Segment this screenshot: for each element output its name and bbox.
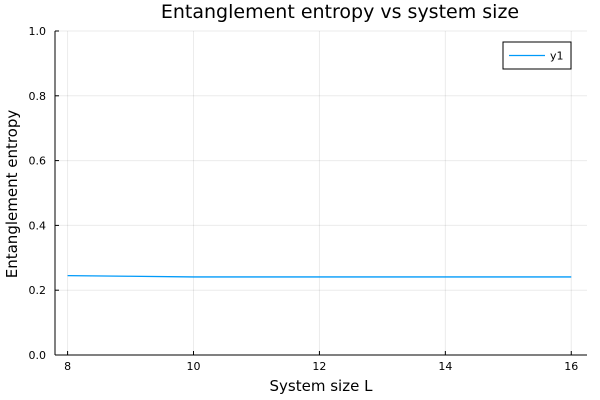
x-axis-label: System size L	[270, 377, 374, 395]
legend: y1	[502, 41, 572, 70]
axes	[54, 31, 587, 356]
y-tick-label: 0.6	[29, 155, 47, 168]
chart-title: Entanglement entropy vs system size	[161, 1, 519, 23]
grid	[55, 30, 587, 356]
y-tick-label: 0.8	[29, 90, 47, 103]
x-tick-label: 14	[438, 360, 452, 373]
x-tick-label: 10	[187, 360, 201, 373]
y-tick-label: 0.2	[29, 284, 47, 297]
legend-label-y1: y1	[550, 50, 564, 63]
x-tick-label: 8	[64, 360, 71, 373]
y-tick-label: 0.4	[29, 219, 47, 232]
y-axis-label: Entanglement entropy	[3, 110, 21, 279]
x-tick-label: 12	[312, 360, 326, 373]
series-line-y1	[67, 274, 572, 278]
x-tick-label: 16	[564, 360, 578, 373]
ticks: 8 10 12 14 16 0.0 0.2 0.4 0.6 0.8 1.0	[29, 25, 579, 373]
y-tick-label: 0.0	[29, 349, 47, 362]
y-tick-label: 1.0	[29, 25, 47, 38]
series	[67, 274, 572, 278]
